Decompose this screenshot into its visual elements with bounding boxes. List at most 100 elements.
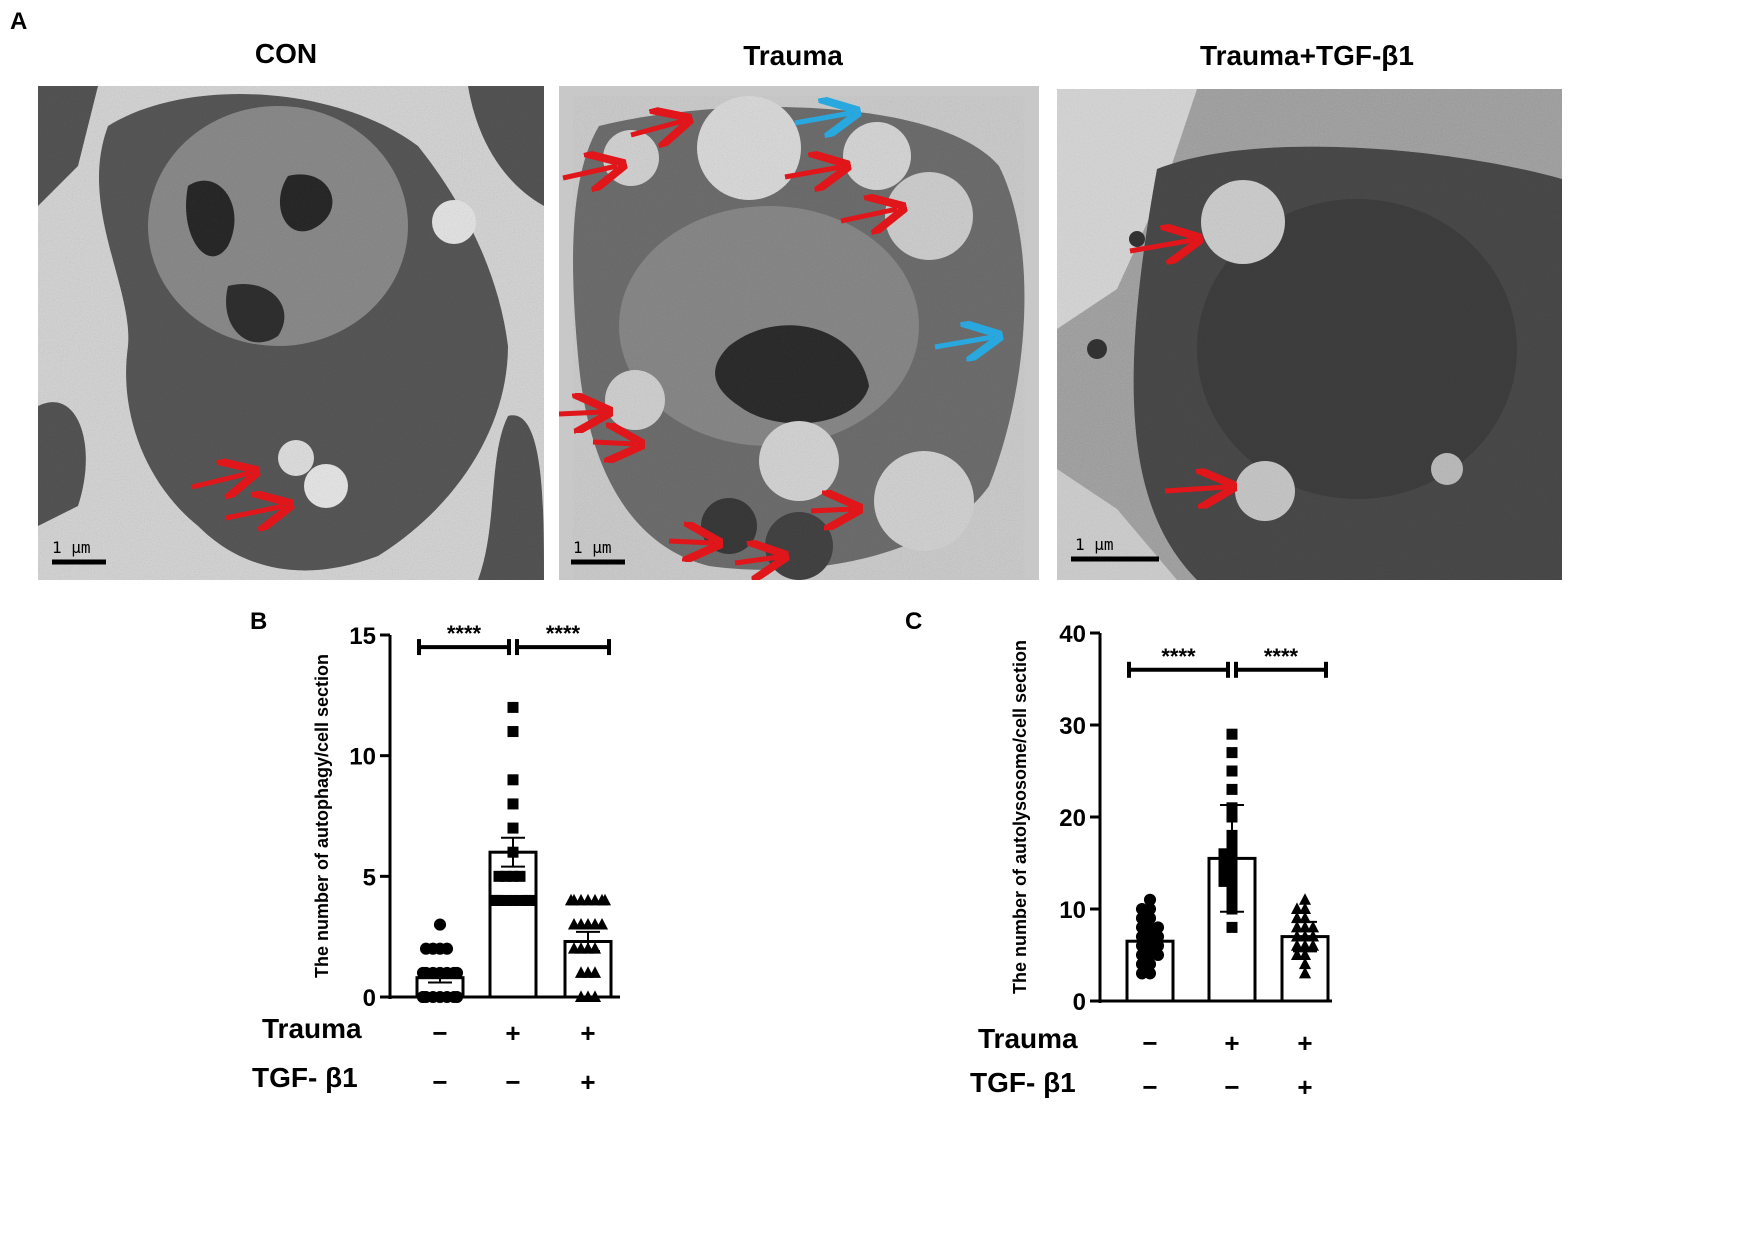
y-tick-label: 10: [349, 744, 376, 771]
data-point: [419, 942, 433, 955]
chart-autolysosome: 0 10 20 30 40 The number of autolysosome/cell…: [970, 621, 1332, 1102]
data-point: [507, 774, 519, 786]
scale-bar-label: 1 μm: [52, 538, 91, 557]
condition-label-tgf: TGF- β1: [970, 1067, 1076, 1098]
y-tick-label: 20: [1059, 805, 1086, 832]
data-point: [1151, 930, 1165, 943]
condition-sign: +: [1297, 1028, 1312, 1058]
data-point: [1290, 939, 1304, 951]
condition-sign: +: [1297, 1072, 1312, 1102]
data-point: [440, 942, 454, 955]
data-point: [1226, 728, 1238, 740]
data-point: [1306, 930, 1320, 942]
data-point: [1226, 857, 1238, 869]
data-point: [493, 870, 505, 882]
y-tick-label: 0: [363, 985, 376, 1012]
y-tick-label: 30: [1059, 713, 1086, 740]
data-point: [507, 846, 519, 858]
data-point: [1135, 967, 1149, 980]
data-point: [1226, 829, 1238, 841]
data-point: [507, 701, 519, 713]
data-point: [588, 966, 602, 978]
data-point: [1298, 893, 1312, 905]
condition-sign: +: [505, 1018, 520, 1048]
data-point: [1298, 902, 1312, 914]
data-point: [1226, 903, 1238, 915]
y-tick-label: 40: [1059, 621, 1086, 648]
data-point: [1151, 939, 1165, 952]
scale-bar-label: 1 μm: [573, 538, 612, 557]
micrograph-title-con: CON: [254, 38, 318, 69]
data-point: [1226, 765, 1238, 777]
data-point: [1135, 930, 1149, 943]
significance-label: ****: [1264, 644, 1299, 669]
micrograph-trauma: 1 μm: [559, 86, 1039, 580]
data-point: [507, 822, 519, 834]
data-point: [1290, 930, 1304, 942]
data-point: [1298, 930, 1312, 942]
condition-label-tgf: TGF- β1: [252, 1062, 358, 1093]
data-point: [507, 726, 519, 738]
condition-sign: +: [580, 1018, 595, 1048]
data-point: [574, 990, 588, 1002]
data-point: [1298, 957, 1312, 970]
data-point: [1226, 894, 1238, 906]
data-point: [1218, 866, 1230, 878]
data-point: [1151, 948, 1165, 962]
data-point: [1226, 839, 1238, 851]
data-point: [1218, 875, 1230, 887]
data-point: [433, 918, 447, 931]
data-point: [1226, 747, 1238, 759]
panel-letter-a: A: [10, 8, 28, 35]
data-point: [1135, 958, 1149, 971]
data-point: [514, 894, 526, 906]
data-point: [1298, 939, 1312, 951]
data-point: [1290, 902, 1304, 914]
data-point: [1218, 857, 1230, 869]
micrograph-title-trauma: Trauma: [743, 40, 843, 71]
data-point: [1135, 902, 1149, 916]
condition-sign: +: [1224, 1028, 1239, 1058]
data-point: [500, 894, 512, 906]
condition-sign: −: [1142, 1072, 1157, 1102]
significance-label: ****: [447, 621, 482, 646]
data-point: [574, 966, 588, 978]
data-point: [564, 893, 578, 906]
data-point: [507, 894, 519, 906]
data-point: [507, 798, 519, 810]
chart-autophagy: 0 5 10 15 The number of autophagy/cell secti…: [252, 621, 620, 1097]
data-point: [1298, 948, 1312, 960]
data-point: [416, 966, 430, 979]
data-point: [1135, 939, 1149, 952]
y-axis-label: The number of autophagy/cell section: [312, 654, 332, 978]
data-point: [1306, 920, 1320, 933]
data-point: [1306, 939, 1320, 951]
condition-sign: −: [432, 1018, 447, 1048]
data-point: [450, 990, 464, 1004]
micrograph-title-trauma-tgf: Trauma+TGF-β1: [1200, 40, 1414, 71]
scale-bar-label: 1 μm: [1075, 535, 1114, 554]
data-point: [1226, 866, 1238, 878]
micrograph-trauma-tgf: 1 μm: [1057, 89, 1562, 580]
data-point: [567, 918, 581, 930]
data-point: [1226, 783, 1238, 795]
data-point: [450, 966, 464, 979]
micrograph-con: 1 μm: [38, 86, 544, 580]
data-point: [588, 990, 602, 1002]
data-point: [1226, 875, 1238, 887]
data-point: [490, 894, 502, 906]
data-point: [416, 990, 430, 1004]
data-point: [598, 893, 612, 906]
data-point: [1298, 966, 1312, 979]
data-point: [1226, 802, 1238, 814]
data-point: [1226, 921, 1238, 933]
data-point: [500, 870, 512, 882]
data-point: [1226, 848, 1238, 860]
data-point: [567, 942, 581, 954]
data-point: [507, 870, 519, 882]
condition-sign: +: [580, 1067, 595, 1097]
condition-sign: −: [505, 1067, 520, 1097]
data-point: [524, 894, 536, 906]
data-point: [1143, 893, 1157, 906]
data-point: [514, 870, 526, 882]
